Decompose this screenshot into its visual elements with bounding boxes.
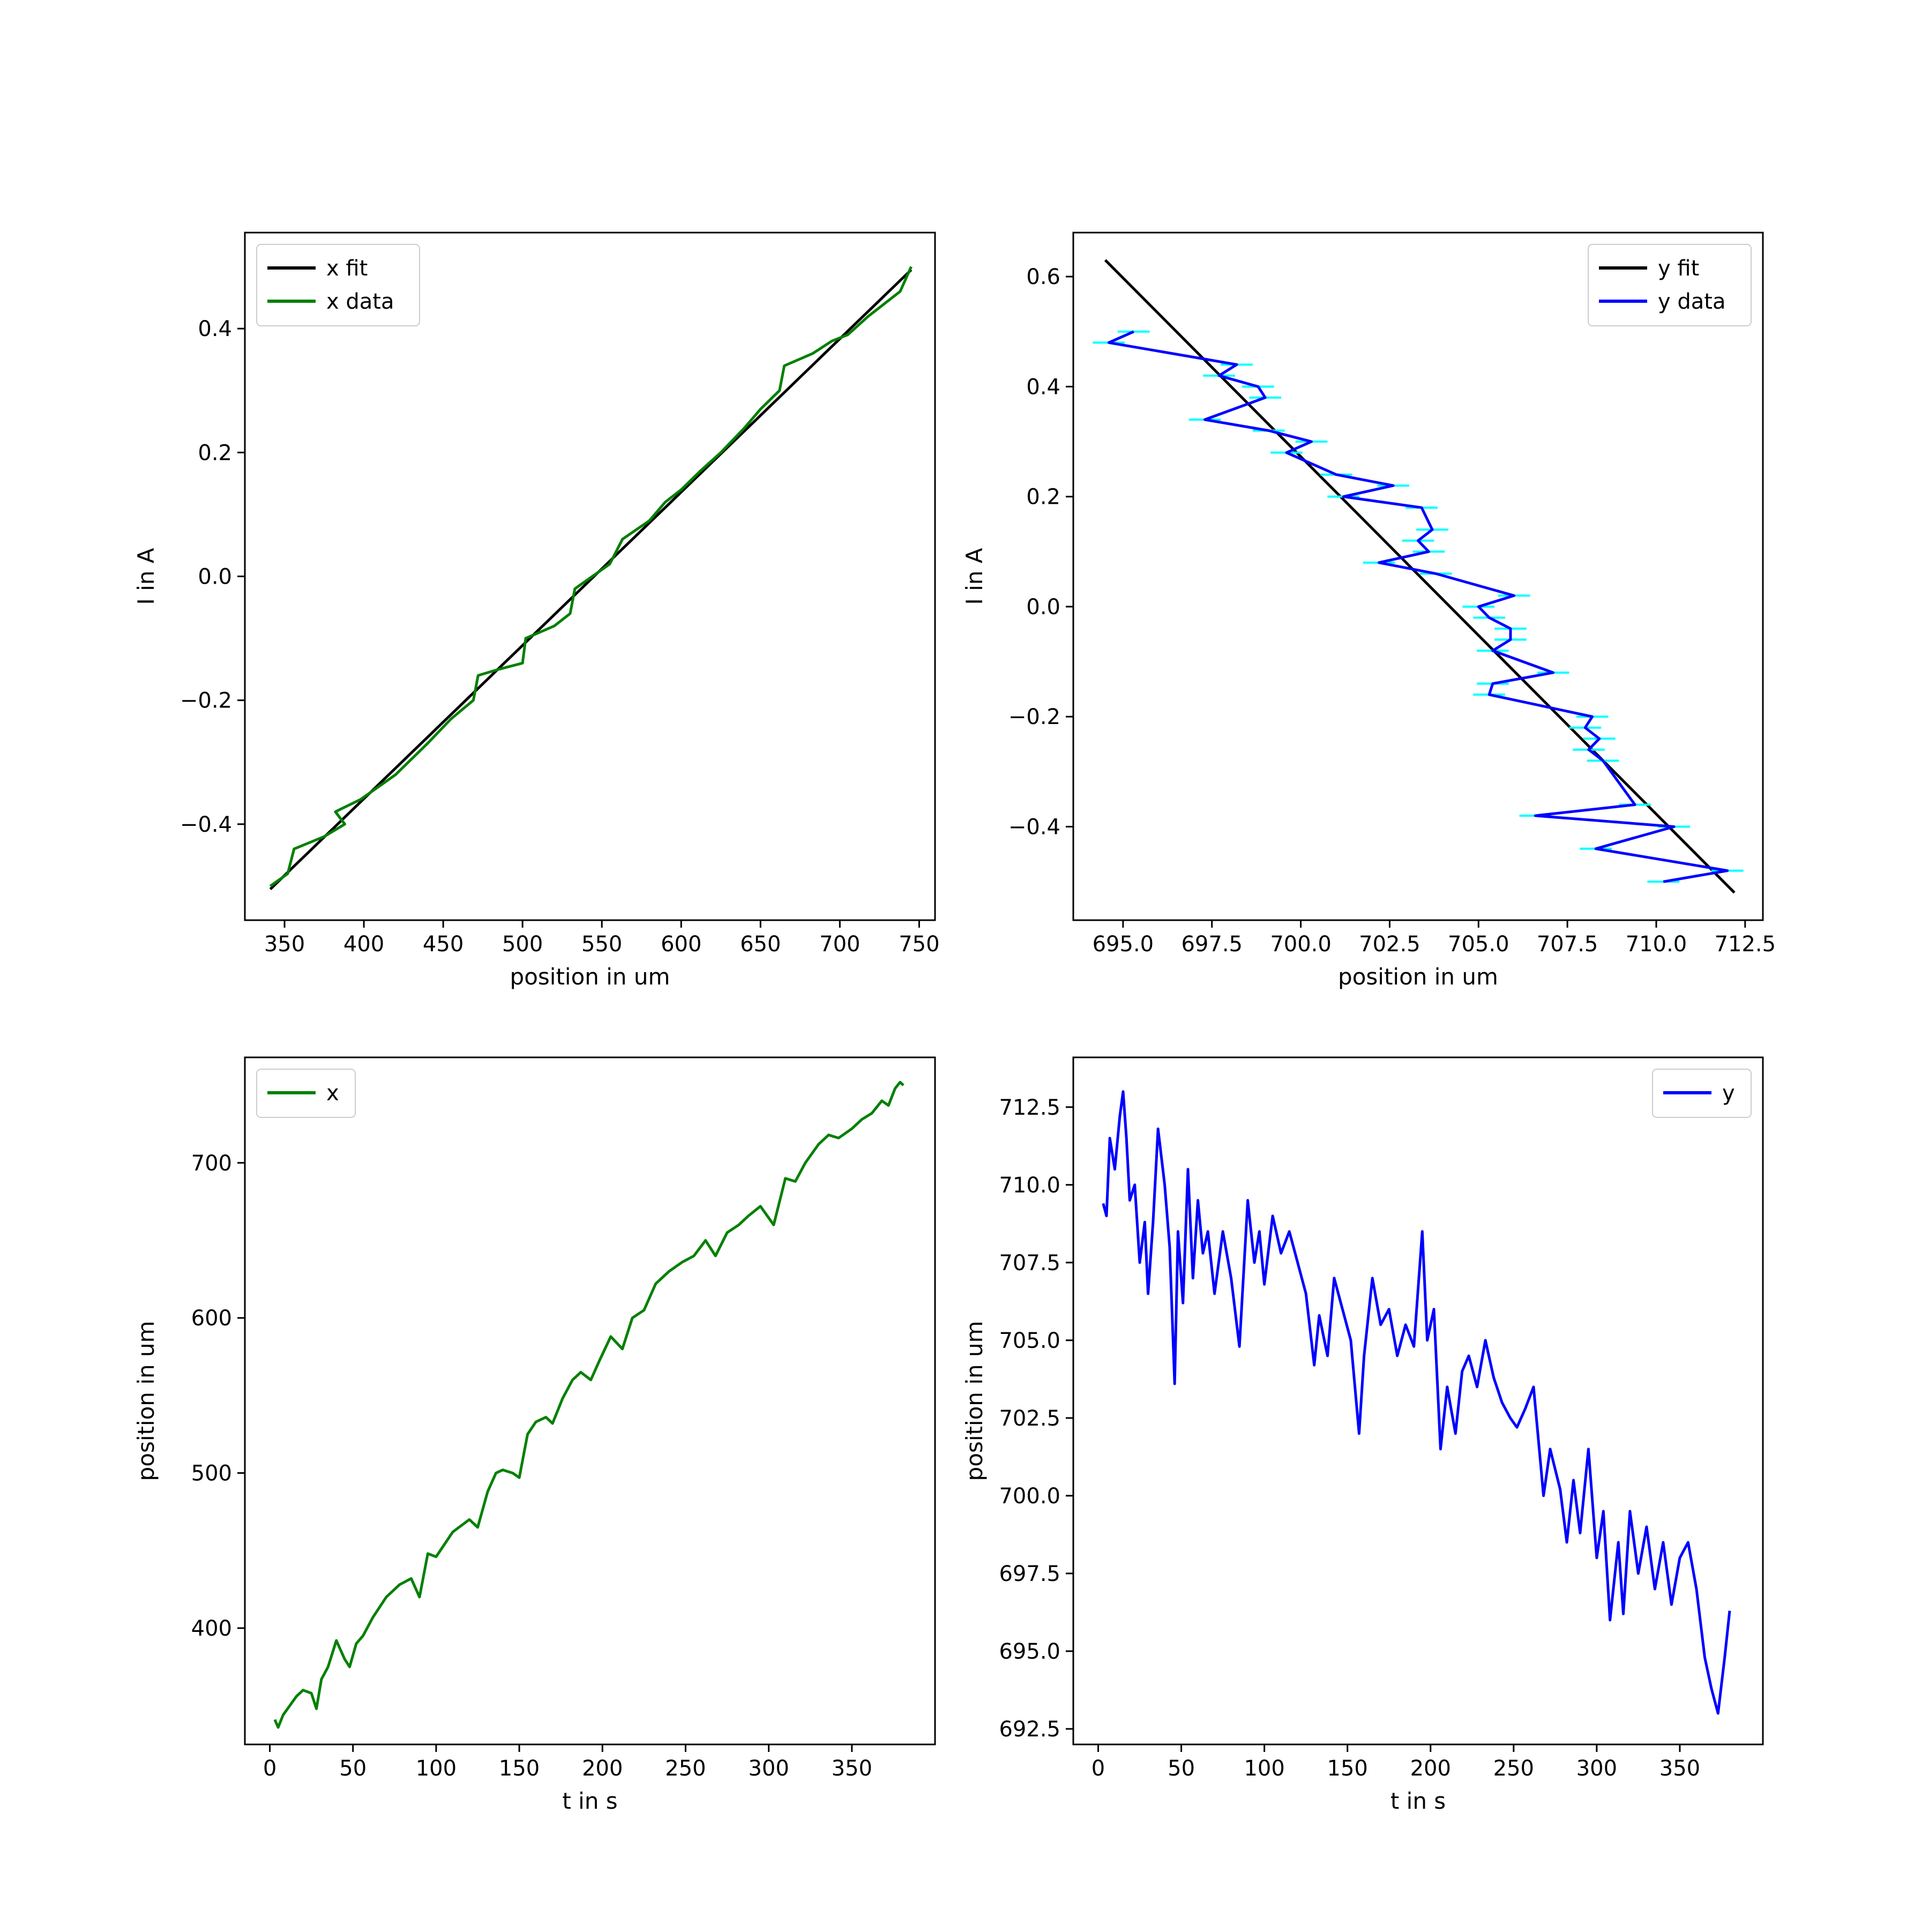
x-tick-label: 300 [748, 1756, 789, 1781]
y-tick-label: −0.4 [1008, 815, 1060, 840]
x-axis-label: position in um [510, 964, 670, 990]
x-tick-label: 500 [502, 932, 543, 957]
chart-panel-2: 695.0 697.5 700.0 702.5 705.0 707.5 710.0 712.5… [961, 232, 1776, 990]
legend-label: y [1722, 1081, 1735, 1106]
legend: y fit y data [1588, 244, 1752, 326]
axes-frame [1072, 1056, 1764, 1745]
x-tick-label: 50 [339, 1756, 367, 1781]
x-tick-label: 705.0 [1448, 932, 1509, 957]
series-line-y [1102, 1090, 1731, 1715]
chart-panel-4: 0 50 100 150 200 250 300 350 692.5 695.0 697.5 700.… [961, 1056, 1764, 1814]
y-tick-label: −0.2 [180, 689, 232, 713]
x-tick-label: 200 [1410, 1756, 1451, 1781]
y-axis-label: I in A [133, 548, 159, 605]
x-tick-label: 697.5 [1181, 932, 1243, 957]
legend: y [1652, 1069, 1752, 1118]
x-tick-label: 350 [264, 932, 305, 957]
x-tick-label: 150 [499, 1756, 540, 1781]
x-tick-label: 350 [1659, 1756, 1700, 1781]
x-axis-label: position in um [1338, 964, 1498, 990]
y-tick-label: 692.5 [999, 1717, 1060, 1742]
x-axis-label: t in s [1390, 1788, 1446, 1814]
legend-label: x data [326, 289, 394, 314]
x-tick-label: 702.5 [1359, 932, 1420, 957]
y-tick-label: 0.4 [198, 317, 232, 341]
x-tick-label: 350 [832, 1756, 872, 1781]
x-tick-label: 300 [1576, 1756, 1617, 1781]
y-tick-label: 500 [191, 1461, 232, 1486]
x-tick-label: 750 [899, 932, 939, 957]
y-tick-label: 702.5 [999, 1406, 1060, 1431]
y-axis-label: I in A [961, 548, 988, 605]
series-line-x [273, 1080, 904, 1729]
x-tick-label: 707.5 [1537, 932, 1598, 957]
x-tick-label: 200 [582, 1756, 623, 1781]
legend-label: y fit [1658, 256, 1699, 281]
x-tick-label: 0 [263, 1756, 276, 1781]
x-tick-label: 250 [665, 1756, 706, 1781]
series-line-y-data [1107, 330, 1729, 883]
x-tick-label: 250 [1493, 1756, 1534, 1781]
chart-panel-3: 0 50 100 150 200 250 300 350 400 500 600 700 t in s p… [133, 1056, 936, 1814]
x-tick-label: 50 [1168, 1756, 1195, 1781]
y-tick-label: 712.5 [999, 1095, 1060, 1120]
y-axis-label: position in um [961, 1321, 988, 1481]
x-tick-label: 710.0 [1626, 932, 1687, 957]
x-tick-label: 712.5 [1715, 932, 1776, 957]
chart-panel-1: 350 400 450 500 550 600 650 700 750 −0.4 −0.2 0.0 0.… [133, 232, 940, 990]
series-line-y-fit [1104, 259, 1736, 894]
x-axis-label: t in s [562, 1788, 617, 1814]
y-tick-label: 697.5 [999, 1562, 1060, 1586]
legend-label: x fit [326, 256, 368, 281]
legend-box [1588, 244, 1752, 326]
x-tick-label: 100 [1244, 1756, 1284, 1781]
x-tick-label: 450 [423, 932, 463, 957]
x-tick-label: 100 [416, 1756, 457, 1781]
series-line-x-data [269, 266, 913, 887]
y-tick-label: 710.0 [999, 1173, 1060, 1198]
legend-label: y data [1658, 289, 1725, 314]
x-tick-label: 700.0 [1270, 932, 1332, 957]
axes-frame [1072, 232, 1764, 921]
x-tick-label: 695.0 [1093, 932, 1154, 957]
x-tick-label: 700 [819, 932, 860, 957]
x-tick-label: 650 [740, 932, 781, 957]
y-axis-label: position in um [133, 1321, 159, 1481]
y-tick-label: 600 [191, 1306, 232, 1331]
axes-frame [244, 1056, 936, 1745]
legend: x fit x data [256, 244, 420, 326]
y-tick-label: 0.2 [198, 441, 232, 465]
y-tick-label: −0.4 [180, 812, 232, 837]
series-line-x-fit [269, 268, 913, 890]
y-tick-label: −0.2 [1008, 705, 1060, 729]
y-tick-label: 705.0 [999, 1329, 1060, 1353]
x-tick-label: 550 [581, 932, 622, 957]
y-tick-label: 0.0 [198, 565, 232, 590]
y-tick-label: 0.6 [1026, 265, 1060, 289]
x-tick-label: 400 [343, 932, 384, 957]
legend-label: x [326, 1081, 339, 1106]
y-tick-label: 0.2 [1026, 485, 1060, 510]
y-tick-label: 707.5 [999, 1251, 1060, 1275]
y-tick-label: 0.4 [1026, 375, 1060, 399]
x-tick-label: 600 [661, 932, 701, 957]
y-tick-label: 700 [191, 1151, 232, 1176]
y-tick-label: 0.0 [1026, 595, 1060, 620]
y-tick-label: 695.0 [999, 1639, 1060, 1664]
x-tick-label: 150 [1327, 1756, 1368, 1781]
x-tick-label: 0 [1091, 1756, 1105, 1781]
legend: x [256, 1069, 356, 1118]
y-tick-label: 400 [191, 1616, 232, 1641]
y-tick-label: 700.0 [999, 1484, 1060, 1509]
legend-box [256, 244, 420, 326]
